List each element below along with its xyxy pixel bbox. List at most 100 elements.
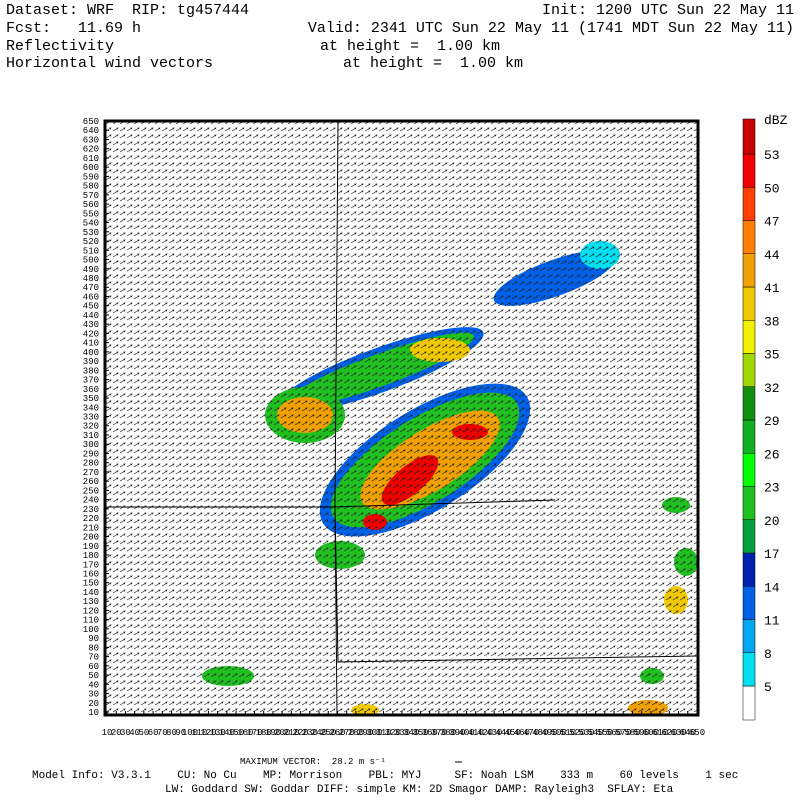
y-tick-label: 560 bbox=[83, 200, 99, 210]
y-tick-label: 60 bbox=[88, 662, 99, 672]
colorbar-swatch bbox=[742, 552, 756, 587]
y-tick-label: 70 bbox=[88, 653, 99, 663]
colorbar-swatch bbox=[742, 320, 756, 354]
x-tick-label: 220 bbox=[292, 728, 308, 738]
header-field: Reflectivity bbox=[6, 38, 114, 55]
x-tick-label: 590 bbox=[634, 728, 650, 738]
y-tick-label: 150 bbox=[83, 579, 99, 589]
map-panel bbox=[103, 119, 700, 717]
y-tick-label: 440 bbox=[83, 311, 99, 321]
y-tick-label: 210 bbox=[83, 523, 99, 533]
y-tick-label: 490 bbox=[83, 265, 99, 275]
colorbar-label: 50 bbox=[764, 181, 780, 196]
x-tick-label: 650 bbox=[689, 728, 705, 738]
colorbar-swatch bbox=[742, 220, 756, 254]
y-tick-label: 650 bbox=[83, 117, 99, 127]
y-tick-label: 520 bbox=[83, 237, 99, 247]
model-info: Model Info: V3.3.1 CU: No Cu MP: Morriso… bbox=[32, 770, 738, 782]
colorbar-label: 14 bbox=[764, 580, 780, 595]
colorbar-swatch bbox=[742, 619, 756, 653]
x-tick-label: 470 bbox=[523, 728, 539, 738]
x-tick-label: 420 bbox=[477, 728, 493, 738]
x-tick-label: 430 bbox=[486, 728, 502, 738]
colorbar-label: 29 bbox=[764, 414, 780, 429]
header-fcst: Fcst: 11.69 h bbox=[6, 20, 141, 37]
y-tick-label: 550 bbox=[83, 209, 99, 219]
header-field: Horizontal wind vectors bbox=[6, 55, 213, 72]
colorbar: 5 8 11 14 17 20 23 26 29 32 35 38 41 44 47 50 53 dBZ bbox=[742, 113, 788, 721]
header-level: at height = 1.00 km bbox=[343, 55, 523, 72]
x-tick-label: 100 bbox=[182, 728, 198, 738]
y-tick-label: 360 bbox=[83, 385, 99, 395]
y-tick-label: 510 bbox=[83, 246, 99, 256]
colorbar-unit: dBZ bbox=[764, 113, 788, 128]
x-tick-label: 610 bbox=[652, 728, 668, 738]
colorbar-swatch bbox=[742, 386, 756, 421]
x-tick-label: 570 bbox=[615, 728, 631, 738]
y-tick-label: 80 bbox=[88, 643, 99, 653]
x-tick-label: 230 bbox=[302, 728, 318, 738]
x-tick-label: 40 bbox=[129, 728, 140, 738]
x-tick-label: 310 bbox=[375, 728, 391, 738]
x-tick-label: 10 bbox=[102, 728, 113, 738]
axis-ticks: 1020304050607080901001101201301401501601… bbox=[83, 117, 705, 738]
x-tick-label: 440 bbox=[495, 728, 511, 738]
y-tick-label: 120 bbox=[83, 606, 99, 616]
colorbar-swatch bbox=[742, 253, 756, 288]
x-tick-label: 150 bbox=[228, 728, 244, 738]
x-tick-label: 550 bbox=[597, 728, 613, 738]
x-tick-label: 260 bbox=[329, 728, 345, 738]
y-tick-label: 480 bbox=[83, 274, 99, 284]
y-tick-label: 470 bbox=[83, 283, 99, 293]
colorbar-label: 44 bbox=[764, 248, 780, 263]
x-tick-label: 200 bbox=[274, 728, 290, 738]
y-tick-label: 610 bbox=[83, 154, 99, 164]
y-tick-label: 170 bbox=[83, 560, 99, 570]
y-tick-label: 270 bbox=[83, 468, 99, 478]
y-tick-label: 630 bbox=[83, 135, 99, 145]
x-tick-label: 80 bbox=[166, 728, 177, 738]
y-tick-label: 190 bbox=[83, 542, 99, 552]
y-tick-label: 50 bbox=[88, 671, 99, 681]
y-tick-label: 300 bbox=[83, 440, 99, 450]
y-tick-label: 180 bbox=[83, 551, 99, 561]
colorbar-label: 20 bbox=[764, 514, 780, 529]
x-tick-label: 640 bbox=[680, 728, 696, 738]
colorbar-label: 8 bbox=[764, 647, 772, 662]
x-tick-label: 170 bbox=[246, 728, 262, 738]
colorbar-swatch bbox=[742, 118, 756, 155]
x-tick-label: 620 bbox=[661, 728, 677, 738]
x-tick-label: 250 bbox=[320, 728, 336, 738]
x-tick-label: 360 bbox=[422, 728, 438, 738]
y-tick-label: 90 bbox=[88, 634, 99, 644]
colorbar-label: 53 bbox=[764, 148, 780, 163]
model-physics: LW: Goddard SW: Goddar DIFF: simple KM: … bbox=[165, 784, 674, 796]
colorbar-label: 17 bbox=[764, 547, 780, 562]
x-tick-label: 240 bbox=[311, 728, 327, 738]
colorbar-label: 38 bbox=[764, 314, 780, 329]
colorbar-swatch bbox=[742, 353, 756, 387]
y-tick-label: 220 bbox=[83, 514, 99, 524]
y-tick-label: 570 bbox=[83, 191, 99, 201]
y-tick-label: 260 bbox=[83, 477, 99, 487]
x-tick-label: 600 bbox=[643, 728, 659, 738]
x-tick-label: 110 bbox=[191, 728, 207, 738]
header-init: Init: 1200 UTC Sun 22 May 11 bbox=[542, 2, 794, 19]
x-tick-label: 130 bbox=[210, 728, 226, 738]
y-tick-label: 420 bbox=[83, 329, 99, 339]
x-tick-label: 370 bbox=[431, 728, 447, 738]
y-tick-label: 540 bbox=[83, 219, 99, 229]
x-tick-label: 460 bbox=[514, 728, 530, 738]
max-vector: MAXIMUM VECTOR: 28.2 m s⁻¹ bbox=[240, 757, 386, 767]
x-tick-label: 180 bbox=[256, 728, 272, 738]
x-tick-label: 290 bbox=[357, 728, 373, 738]
header-level: at height = 1.00 km bbox=[320, 38, 500, 55]
y-tick-label: 350 bbox=[83, 394, 99, 404]
x-tick-label: 450 bbox=[505, 728, 521, 738]
y-tick-label: 460 bbox=[83, 292, 99, 302]
y-tick-label: 240 bbox=[83, 496, 99, 506]
x-tick-label: 560 bbox=[606, 728, 622, 738]
x-tick-label: 270 bbox=[339, 728, 355, 738]
y-tick-label: 410 bbox=[83, 339, 99, 349]
x-tick-label: 490 bbox=[541, 728, 557, 738]
